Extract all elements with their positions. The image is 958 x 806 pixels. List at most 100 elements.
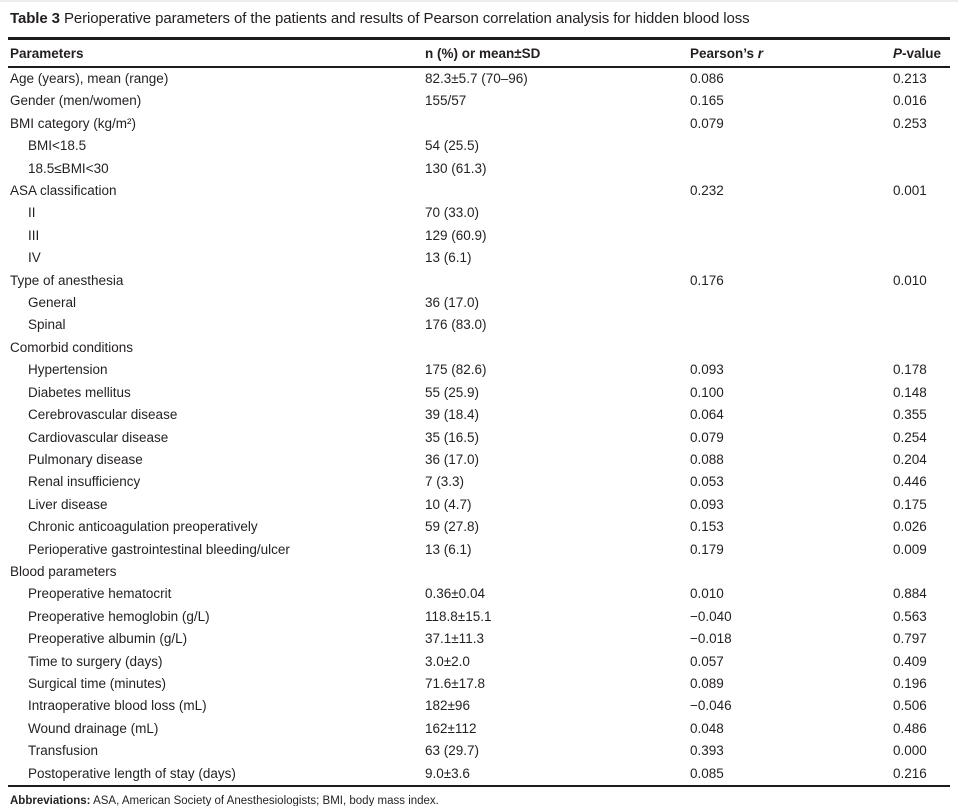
- value-cell: 7 (3.3): [425, 474, 465, 490]
- value-cell: 36 (17.0): [425, 451, 480, 467]
- parameter-cell: Preoperative hemoglobin (g/L): [28, 608, 210, 624]
- pearson-r-cell: −0.018: [690, 631, 732, 647]
- p-symbol: P: [893, 45, 903, 61]
- pearson-r-cell: [688, 225, 891, 247]
- value-cell: 82.3±5.7 (70–96): [425, 71, 528, 86]
- p-value-cell: 0.253: [893, 115, 927, 131]
- parameter-cell: IV: [28, 250, 41, 266]
- table-row: Postoperative length of stay (days) 9.0±3…: [8, 763, 950, 786]
- parameter-cell: Pulmonary disease: [28, 451, 143, 467]
- col-header-p-value: P-value: [891, 38, 950, 68]
- value-cell: 130 (61.3): [425, 160, 487, 176]
- table-caption-number: Table 3: [10, 10, 60, 27]
- table-row: Preoperative hemoglobin (g/L) 118.8±15.1 −…: [8, 606, 950, 628]
- pearson-r-cell: 0.088: [690, 451, 724, 467]
- table-row: Gender (men/women) 155/57 0.165 0.016: [8, 90, 950, 112]
- table-row: Chronic anticoagulation preoperatively 59…: [8, 516, 950, 538]
- table-caption-text: Perioperative parameters of the patients…: [59, 10, 750, 27]
- table-row: Preoperative hematocrit 0.36±0.04 0.010 0.8…: [8, 583, 950, 605]
- pearson-r-cell: 0.100: [690, 384, 724, 400]
- value-cell: [423, 337, 688, 359]
- pearsons-label: Pearson’s: [690, 45, 758, 61]
- pearson-r-cell: [688, 202, 891, 224]
- parameter-cell: Postoperative length of stay (days): [28, 765, 236, 781]
- header-row: Parameters n (%) or mean±SD Pearson’s r …: [8, 38, 950, 68]
- parameter-cell: BMI<18.5: [28, 138, 87, 154]
- parameter-cell: Blood parameters: [10, 563, 117, 579]
- table-row: Type of anesthesia 0.176 0.010: [8, 270, 950, 292]
- value-cell: 59 (27.8): [425, 519, 480, 535]
- table-row: Cerebrovascular disease 39 (18.4) 0.064 0.3…: [8, 404, 950, 426]
- value-cell: [423, 113, 688, 135]
- table-row: Hypertension 175 (82.6) 0.093 0.178: [8, 359, 950, 381]
- parameter-cell: ASA classification: [10, 183, 117, 199]
- p-value-cell: [891, 158, 950, 180]
- col-header-pearsons-r: Pearson’s r: [688, 38, 891, 68]
- value-cell: 10 (4.7): [425, 496, 472, 512]
- value-cell: 37.1±11.3: [425, 631, 484, 647]
- pearson-r-cell: 0.010: [690, 586, 724, 602]
- value-cell: 3.0±2.0: [425, 653, 470, 669]
- value-cell: 13 (6.1): [425, 250, 472, 266]
- parameter-cell: Type of anesthesia: [10, 272, 124, 288]
- parameter-cell: Liver disease: [28, 496, 108, 512]
- parameter-cell: Transfusion: [28, 743, 99, 759]
- value-cell: 63 (29.7): [425, 743, 480, 759]
- abbreviations-label: Abbreviations:: [10, 795, 91, 806]
- table-row: Surgical time (minutes) 71.6±17.8 0.089 0.1…: [8, 673, 950, 695]
- pearson-r-cell: 0.086: [690, 71, 724, 86]
- perioperative-parameters-table: Parameters n (%) or mean±SD Pearson’s r …: [8, 37, 950, 787]
- parameter-cell: Wound drainage (mL): [28, 720, 159, 736]
- value-cell: [423, 180, 688, 202]
- p-value-cell: [891, 292, 950, 314]
- p-value-cell: 0.175: [893, 496, 927, 512]
- value-cell: 155/57: [425, 93, 467, 109]
- p-value-cell: 0.026: [893, 519, 927, 535]
- table-row: Transfusion 63 (29.7) 0.393 0.000: [8, 740, 950, 762]
- parameter-cell: Preoperative hematocrit: [28, 586, 172, 602]
- table-row: Diabetes mellitus 55 (25.9) 0.100 0.148: [8, 382, 950, 404]
- p-value-cell: [891, 225, 950, 247]
- table-row: General 36 (17.0): [8, 292, 950, 314]
- value-cell: 129 (60.9): [425, 227, 487, 243]
- p-value-cell: 0.409: [893, 653, 927, 669]
- pearson-r-cell: [688, 337, 891, 359]
- table-row: Time to surgery (days) 3.0±2.0 0.057 0.409: [8, 651, 950, 673]
- table-body: Age (years), mean (range) 82.3±5.7 (70–96…: [8, 67, 950, 786]
- parameter-cell: Surgical time (minutes): [28, 675, 167, 691]
- pearson-r-cell: 0.153: [690, 519, 724, 535]
- parameter-cell: Cerebrovascular disease: [28, 407, 178, 423]
- value-cell: 176 (83.0): [425, 317, 487, 333]
- table-row: 18.5≤BMI<30 130 (61.3): [8, 158, 950, 180]
- p-value-cell: [891, 314, 950, 336]
- table-row: Wound drainage (mL) 162±112 0.048 0.486: [8, 718, 950, 740]
- pearsons-r-symbol: r: [757, 45, 764, 61]
- table-row: Comorbid conditions: [8, 337, 950, 359]
- table-caption: Table 3 Perioperative parameters of the …: [10, 9, 950, 29]
- parameter-cell: Renal insufficiency: [28, 474, 141, 490]
- pearson-r-cell: 0.089: [690, 675, 724, 691]
- pearson-r-cell: 0.057: [690, 653, 724, 669]
- p-value-cell: 0.884: [893, 586, 927, 602]
- value-cell: 35 (16.5): [425, 429, 480, 445]
- value-cell: 39 (18.4): [425, 407, 480, 423]
- table-row: BMI<18.5 54 (25.5): [8, 135, 950, 157]
- table-row: IV 13 (6.1): [8, 247, 950, 269]
- parameter-cell: BMI category (kg/m²): [10, 115, 137, 131]
- value-cell: [423, 561, 688, 583]
- p-value-cell: 0.178: [893, 362, 927, 378]
- table-row: Intraoperative blood loss (mL) 182±96 −0.0…: [8, 695, 950, 717]
- table-row: BMI category (kg/m²) 0.079 0.253: [8, 113, 950, 135]
- p-value-cell: 0.016: [893, 93, 927, 109]
- table-row: Perioperative gastrointestinal bleeding/…: [8, 539, 950, 561]
- value-cell: 55 (25.9): [425, 384, 480, 400]
- col-header-n-mean-sd: n (%) or mean±SD: [423, 38, 688, 68]
- pearson-r-cell: 0.064: [690, 407, 724, 423]
- parameter-cell: Comorbid conditions: [10, 339, 134, 355]
- value-cell: 71.6±17.8: [425, 675, 485, 691]
- pearson-r-cell: [688, 158, 891, 180]
- value-cell: 36 (17.0): [425, 295, 480, 311]
- parameter-cell: Cardiovascular disease: [28, 429, 169, 445]
- pearson-r-cell: 0.053: [690, 474, 724, 490]
- value-cell: 54 (25.5): [425, 138, 480, 154]
